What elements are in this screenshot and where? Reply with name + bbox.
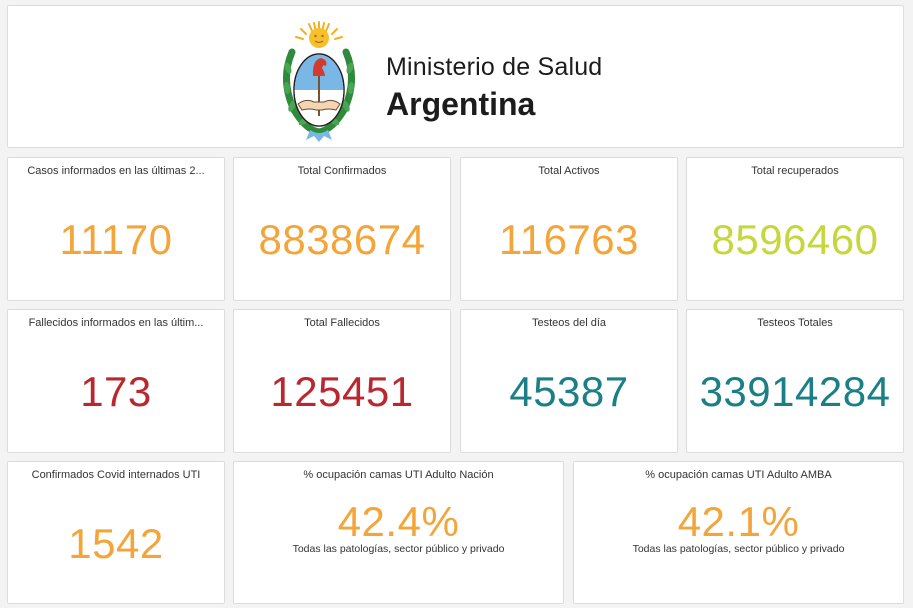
deaths-24h-card: Fallecidos informados en las últim... 17… [7,309,225,453]
total-active-card: Total Activos 116763 [460,157,678,301]
card-subtitle: Todas las patologías, sector público y p… [292,543,505,555]
cases-24h-card: Casos informados en las últimas 2... 111… [7,157,225,301]
card-title: Confirmados Covid internados UTI [31,469,201,481]
stat-value: 116763 [498,216,640,263]
stat-value: 42.4% [337,498,460,545]
stat-value: 45387 [509,368,629,415]
total-recovered-card: Total recuperados 8596460 [686,157,904,301]
stat-value: 33914284 [699,368,891,415]
icu-nation-card: % ocupación camas UTI Adulto Nación 42.4… [233,461,564,604]
tests-day-card: Testeos del día 45387 [460,309,678,453]
card-title: Total recuperados [751,165,839,177]
stat-value: 11170 [59,216,173,263]
tests-total-card: Testeos Totales 33914284 [686,309,904,453]
card-title: % ocupación camas UTI Adulto AMBA [645,469,832,481]
ministry-title: Ministerio de Salud [386,53,603,81]
stat-value: 8596460 [711,216,879,263]
card-title: Testeos Totales [757,317,833,329]
header-panel: Ministerio de Salud Argentina [7,5,904,148]
card-title: Total Activos [538,165,600,177]
stat-value: 8838674 [258,216,426,263]
total-deaths-card: Total Fallecidos 125451 [233,309,451,453]
country-title: Argentina [386,86,536,122]
stat-value: 42.1% [677,498,800,545]
stat-value: 125451 [270,368,414,415]
card-title: Total Fallecidos [304,317,380,329]
total-confirmed-card: Total Confirmados 8838674 [233,157,451,301]
stat-value: 1542 [68,520,164,567]
card-title: Total Confirmados [297,165,387,177]
icu-confirmed-card: Confirmados Covid internados UTI 1542 [7,461,225,604]
coat-of-arms-icon [283,21,355,142]
card-title: Testeos del día [532,317,606,329]
card-subtitle: Todas las patologías, sector público y p… [632,543,845,555]
card-title: % ocupación camas UTI Adulto Nación [303,469,494,481]
card-title: Casos informados en las últimas 2... [27,165,205,177]
stat-value: 173 [80,368,152,415]
card-title: Fallecidos informados en las últim... [28,317,204,329]
icu-amba-card: % ocupación camas UTI Adulto AMBA 42.1% … [573,461,904,604]
